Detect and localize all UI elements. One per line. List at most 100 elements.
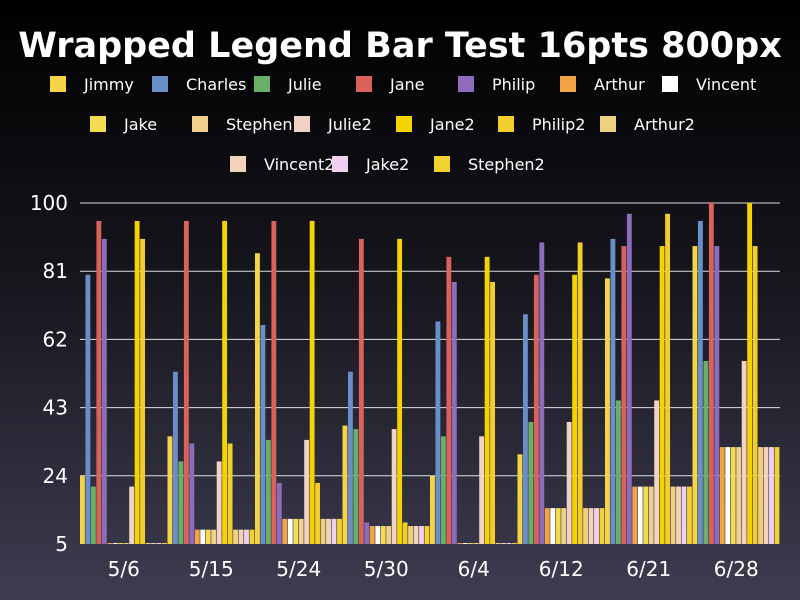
legend-label-7: Jake (123, 115, 157, 134)
bar-6-9 (654, 400, 660, 544)
bar-2-9 (304, 439, 310, 544)
bar-7-9 (741, 360, 747, 544)
x-tick-label-2: 5/24 (276, 557, 321, 581)
legend-label-9: Julie2 (327, 115, 372, 134)
y-tick-label-1: 24 (43, 464, 68, 488)
bar-0-1 (85, 274, 91, 544)
bar-5-0 (517, 454, 523, 544)
bar-5-7 (555, 508, 561, 544)
bar-5-5 (544, 508, 550, 544)
bar-4-14 (506, 543, 512, 544)
legend-swatch-12 (600, 116, 616, 132)
bar-1-1 (172, 371, 178, 544)
bar-0-12 (145, 543, 151, 544)
bar-7-6 (725, 447, 731, 544)
bar-3-8 (386, 526, 392, 544)
bar-5-10 (572, 274, 578, 544)
bar-0-7 (118, 543, 124, 544)
bar-3-3 (358, 238, 364, 544)
legend-swatch-7 (90, 116, 106, 132)
bar-7-7 (730, 447, 736, 544)
bar-1-15 (249, 529, 255, 544)
bar-7-8 (736, 447, 742, 544)
bar-3-6 (375, 526, 381, 544)
bar-0-8 (123, 543, 129, 544)
bar-2-10 (309, 220, 315, 544)
bar-1-13 (238, 529, 244, 544)
bar-2-13 (326, 518, 331, 544)
legend-swatch-9 (294, 116, 310, 132)
legend-label-6: Vincent (696, 75, 756, 94)
bar-1-10 (222, 220, 228, 544)
bar-7-14 (769, 447, 774, 544)
bar-6-4 (626, 213, 632, 544)
bar-0-4 (101, 238, 107, 544)
legend-swatch-13 (230, 156, 246, 172)
bar-3-15 (424, 526, 430, 544)
bar-2-0 (255, 253, 260, 544)
bar-2-14 (331, 518, 337, 544)
bar-6-13 (676, 486, 681, 544)
legend-swatch-11 (498, 116, 514, 132)
y-tick-label-4: 81 (43, 259, 68, 283)
bar-1-11 (227, 443, 233, 544)
bar-0-13 (151, 543, 156, 544)
bar-4-13 (501, 543, 506, 544)
x-tick-label-5: 6/12 (539, 557, 584, 581)
bar-5-14 (594, 508, 599, 544)
legend-label-13: Vincent2 (264, 155, 334, 174)
legend-swatch-6 (662, 76, 678, 92)
bar-4-1 (435, 321, 441, 544)
bar-7-0 (692, 246, 698, 544)
bar-3-13 (413, 526, 419, 544)
bar-6-8 (648, 486, 654, 544)
x-tick-label-6: 6/21 (626, 557, 671, 581)
bar-7-3 (708, 203, 714, 544)
bar-1-12 (233, 529, 238, 544)
bar-7-11 (752, 246, 758, 544)
bar-5-4 (539, 242, 545, 545)
bar-6-3 (621, 246, 627, 544)
legend-label-2: Julie (287, 75, 322, 94)
x-axis: 5/6 5/15 5/24 5/30 6/4 6/12 6/21 6/28 (108, 557, 759, 581)
bar-5-9 (566, 421, 572, 544)
bar-6-12 (670, 486, 676, 544)
bar-5-1 (522, 314, 528, 544)
bar-4-8 (473, 543, 479, 544)
bar-6-5 (632, 486, 638, 544)
bar-7-2 (703, 360, 709, 544)
bar-6-10 (659, 246, 665, 544)
bar-3-4 (364, 522, 370, 544)
bar-3-14 (419, 526, 424, 544)
bar-2-2 (265, 439, 271, 544)
bar-4-7 (468, 543, 474, 544)
bar-7-5 (719, 447, 725, 544)
y-tick-label-3: 62 (43, 327, 68, 351)
legend-swatch-1 (152, 76, 168, 92)
legend-label-8: Stephen (226, 115, 293, 134)
x-tick-label-4: 6/4 (458, 557, 490, 581)
bar-5-15 (599, 508, 605, 544)
legend-swatch-15 (434, 156, 450, 172)
legend-label-10: Jane2 (429, 115, 475, 134)
x-tick-label-7: 6/28 (714, 557, 759, 581)
bar-2-12 (320, 518, 326, 544)
bar-3-12 (408, 526, 413, 544)
legend-swatch-4 (458, 76, 474, 92)
legend-label-1: Charles (186, 75, 246, 94)
bar-1-9 (216, 461, 222, 544)
legend-swatch-0 (50, 76, 66, 92)
legend-swatch-10 (396, 116, 412, 132)
bar-4-3 (446, 256, 452, 544)
x-tick-label-3: 5/30 (364, 557, 409, 581)
bar-6-7 (643, 486, 649, 544)
legend-label-11: Philip2 (532, 115, 585, 134)
bar-0-3 (96, 220, 102, 544)
bar-6-0 (605, 278, 610, 544)
bar-6-15 (687, 486, 692, 544)
bar-3-11 (402, 522, 408, 544)
chart-title: Wrapped Legend Bar Test 16pts 800px (18, 26, 782, 66)
bar-7-12 (758, 447, 763, 544)
bar-1-7 (205, 529, 211, 544)
bar-3-1 (347, 371, 353, 544)
